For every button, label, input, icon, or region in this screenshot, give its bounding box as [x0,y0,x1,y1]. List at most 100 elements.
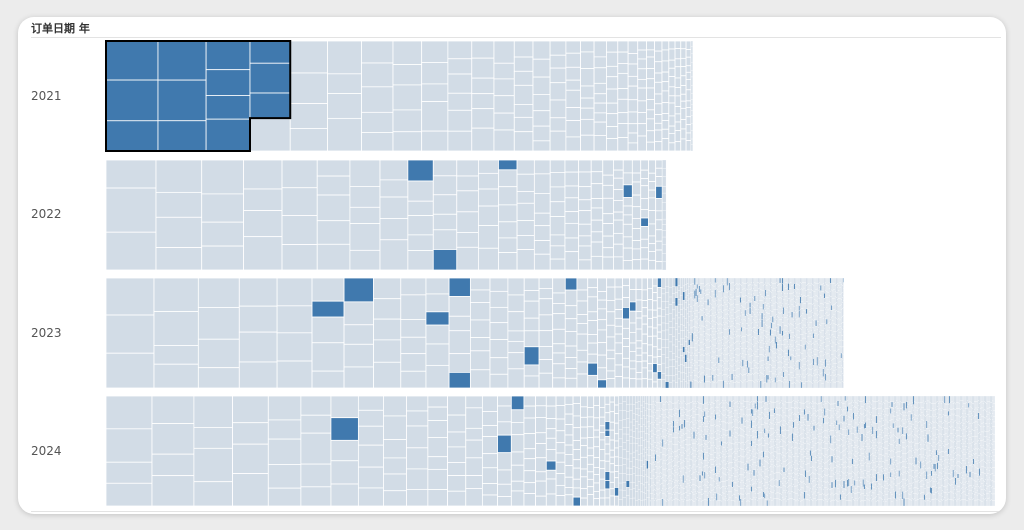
treemap-cell[interactable] [696,323,699,331]
treemap-cell[interactable] [678,442,681,450]
treemap-cell[interactable] [713,457,716,462]
treemap-cell[interactable] [780,344,783,350]
treemap-cell[interactable] [703,318,706,327]
treemap-cell[interactable] [629,350,637,362]
treemap-cell[interactable] [776,297,779,304]
treemap-cell[interactable] [731,366,733,374]
treemap-cell[interactable] [717,425,719,432]
treemap-cell[interactable] [736,348,738,355]
treemap-cell[interactable] [786,282,789,288]
treemap-cell[interactable] [756,469,759,477]
treemap-cell[interactable] [704,403,706,412]
treemap-cell[interactable] [671,500,674,507]
treemap-cell[interactable] [742,474,744,483]
treemap-cell[interactable] [701,458,704,464]
treemap-cell[interactable] [677,378,681,389]
treemap-cell[interactable] [806,352,809,361]
treemap-cell[interactable] [753,469,755,477]
treemap-cell[interactable] [637,112,647,125]
treemap-cell[interactable] [719,403,722,412]
treemap-cell[interactable] [744,492,747,499]
treemap-cell[interactable] [734,457,736,463]
treemap-cell[interactable] [655,249,663,263]
treemap-cell[interactable] [193,447,233,483]
treemap-cell[interactable] [688,493,690,500]
treemap-cell[interactable] [782,344,785,352]
treemap-cell[interactable] [659,467,662,473]
treemap-cell[interactable] [700,444,702,451]
treemap-cell[interactable] [838,306,840,312]
treemap-cell[interactable] [764,296,767,303]
treemap-cell[interactable] [641,333,648,345]
treemap-cell[interactable] [841,367,844,374]
treemap-cell[interactable] [691,381,694,389]
treemap-cell[interactable] [730,500,732,507]
treemap-cell[interactable] [665,455,668,461]
treemap-cell[interactable] [682,299,685,309]
treemap-cell[interactable] [666,440,669,449]
treemap-cell[interactable] [792,355,795,362]
treemap-cell[interactable] [713,377,715,384]
treemap-cell[interactable] [732,438,735,445]
treemap-cell[interactable] [738,288,741,297]
treemap-cell[interactable] [704,333,707,340]
treemap-cell[interactable] [696,439,699,445]
treemap-cell[interactable] [821,310,823,317]
treemap-cell[interactable] [690,144,693,152]
treemap-cell[interactable] [276,305,313,334]
treemap-cell[interactable] [827,323,829,331]
treemap-cell[interactable] [510,434,525,453]
treemap-cell[interactable] [635,500,639,507]
treemap-cell[interactable] [757,321,760,329]
treemap-cell[interactable] [676,474,678,483]
treemap-cell[interactable] [706,289,708,295]
treemap-cell[interactable] [812,277,815,286]
treemap-cell[interactable] [692,395,694,402]
treemap-cell[interactable] [478,188,499,207]
treemap-cell[interactable] [749,370,751,376]
treemap-cell[interactable] [532,110,551,127]
treemap-cell[interactable] [763,382,766,389]
treemap-cell[interactable] [816,377,819,383]
treemap-cell[interactable] [578,199,592,212]
treemap-cell[interactable] [708,369,711,377]
treemap-cell[interactable] [762,349,765,356]
treemap-cell[interactable] [707,462,710,468]
treemap-cell[interactable] [718,306,720,313]
treemap-cell[interactable] [361,132,394,152]
treemap-cell[interactable] [728,444,730,451]
treemap-cell[interactable] [676,462,678,470]
treemap-cell[interactable] [707,487,710,494]
treemap-cell[interactable] [738,382,741,389]
treemap-cell[interactable] [677,299,681,305]
treemap-cell[interactable] [822,277,825,284]
treemap-cell[interactable] [689,402,692,411]
treemap-cell[interactable] [799,289,802,297]
treemap-cell[interactable] [812,373,815,381]
treemap-cell[interactable] [724,296,726,303]
treemap-cell[interactable] [736,361,738,370]
treemap-cell[interactable] [657,435,659,443]
treemap-cell[interactable] [471,40,495,59]
treemap-cell[interactable] [815,341,817,350]
treemap-cell[interactable] [698,472,700,481]
treemap-cell[interactable] [722,486,724,493]
treemap-cell[interactable] [407,159,434,182]
treemap-cell[interactable] [749,319,751,329]
treemap-cell[interactable] [703,301,706,309]
treemap-cell[interactable] [717,400,719,408]
treemap-cell[interactable] [749,455,752,461]
treemap-cell[interactable] [691,320,694,328]
treemap-cell[interactable] [716,381,719,389]
treemap-cell[interactable] [709,360,712,370]
treemap-cell[interactable] [653,422,656,428]
treemap-cell[interactable] [780,349,783,358]
treemap-cell[interactable] [644,426,647,434]
treemap-cell[interactable] [712,380,714,389]
treemap-cell[interactable] [755,483,758,490]
treemap-cell[interactable] [750,323,753,331]
treemap-cell[interactable] [727,310,730,316]
treemap-cell[interactable] [698,492,700,501]
treemap-cell[interactable] [697,360,700,366]
treemap-cell[interactable] [690,70,693,78]
